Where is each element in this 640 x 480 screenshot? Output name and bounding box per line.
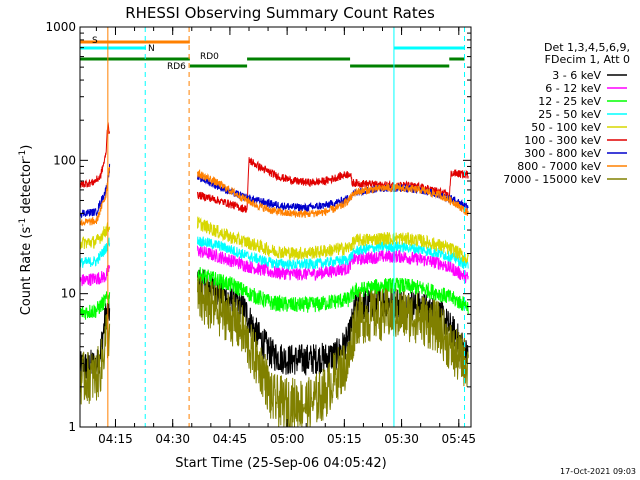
series-trace [79,264,111,287]
series-trace [197,267,469,315]
series-6to12keV [79,245,469,287]
flag-label-rd6: RD6 [167,62,186,72]
legend-entry-label: 300 - 800 keV [524,147,601,160]
x-tick-label: 05:30 [384,432,419,446]
x-tick-label: 04:30 [155,432,190,446]
chart-title: RHESSI Observing Summary Count Rates [125,4,435,22]
y-label-sup-1: -1 [18,218,28,227]
plot-frame [79,26,472,428]
y-label-sup-2: -1 [18,150,28,159]
x-tick-label: 05:15 [327,432,362,446]
series-trace [79,237,111,268]
series-trace [79,163,111,219]
series-100to300keV [79,122,469,214]
axis-layer: 04:15 04:30 04:45 05:00 05:15 05:30 05:45 1 10 10… [45,20,476,446]
legend-entry-label: 100 - 300 keV [524,134,601,147]
y-axis-label: Count Rate (s-1 detector-1) [18,145,34,316]
x-axis-label: Start Time (25-Sep-06 04:05:42) [175,456,386,471]
legend-entry-label: 12 - 25 keV [538,95,601,108]
series-trace [197,173,469,213]
x-tick-label: 04:45 [213,432,248,446]
series-trace [79,166,111,226]
series-7000to15000keV [79,276,469,428]
y-label-part-2: detector [19,158,34,218]
flag-label-rd0: RD0 [200,52,219,62]
series-trace [197,157,469,214]
x-tick-label: 05:45 [441,432,476,446]
x-tick-label: 05:00 [270,432,305,446]
series-layer [79,122,469,428]
legend-entry-label: 3 - 6 keV [552,69,601,82]
series-trace [197,216,469,264]
legend-entry-label: 7000 - 15000 keV [503,173,601,186]
legend-header: Det 1,3,4,5,6,9, [544,41,630,54]
series-trace [79,122,111,188]
series-50to100keV [79,216,469,264]
series-800to7000keV [79,166,469,226]
y-tick-label: 1000 [45,20,76,34]
series-trace [79,222,111,250]
flag-label-n: N [148,44,155,54]
flag-label-s: S [92,36,98,46]
series-25to50keV [79,236,469,271]
series-trace [197,276,469,428]
legend-entry-label: 6 - 12 keV [545,82,601,95]
legend-header: FDecim 1, Att 0 [545,53,630,66]
timestamp: 17-Oct-2021 09:03 [560,467,636,476]
legend-entry-label: 800 - 7000 keV [517,160,601,173]
y-label-part-1: Count Rate (s [19,227,34,316]
series-trace [197,245,469,284]
vline-layer [107,27,466,427]
series-trace [197,236,469,271]
legend-layer: Det 1,3,4,5,6,9,FDecim 1, Att 0 3 - 6 keV… [503,41,630,186]
series-trace [79,291,111,320]
flag-layer: S N RD0 RD6 [80,36,465,72]
y-tick-label: 1 [68,420,76,434]
y-tick-label: 10 [61,287,76,301]
x-tick-label: 04:15 [98,432,133,446]
y-tick-label: 100 [53,153,76,167]
series-12to25keV [79,267,469,320]
y-label-part-3: ) [19,145,34,150]
series-300to800keV [79,163,469,219]
legend-entry-label: 25 - 50 keV [538,108,601,121]
legend-entry-label: 50 - 100 keV [531,121,601,134]
series-trace [197,169,469,218]
series-trace [79,313,111,405]
